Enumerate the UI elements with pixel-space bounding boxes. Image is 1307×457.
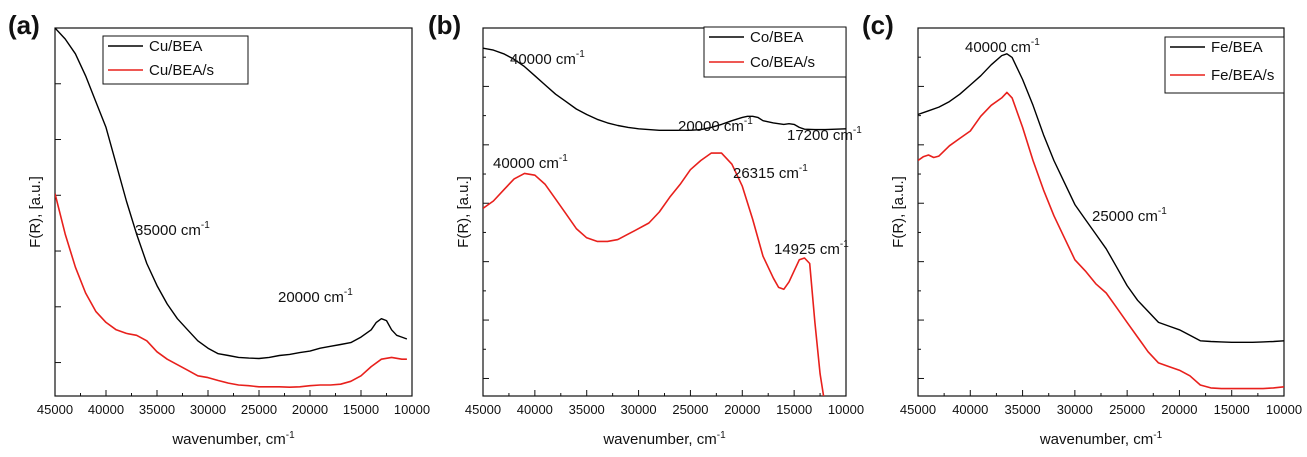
- annotation: 40000 cm-1: [965, 37, 1040, 56]
- legend-label: Cu/BEA: [149, 38, 202, 55]
- y-axis-title: F(R), [a.u.]: [455, 176, 472, 248]
- legend-label: Co/BEA: [750, 29, 803, 46]
- panel-c: 45000 40000 35000 30000 25000 20000 15000 10000…: [862, 10, 1302, 448]
- x-tick-label: 15000: [776, 402, 812, 417]
- legend: Cu/BEA Cu/BEA/s: [102, 35, 249, 85]
- legend-box: [703, 26, 847, 78]
- legend-label: Fe/BEA/s: [1211, 67, 1274, 84]
- legend: Co/BEA Co/BEA/s: [703, 26, 847, 78]
- series-line-fe-bea: [918, 53, 1284, 343]
- y-axis-title: F(R), [a.u.]: [27, 176, 44, 248]
- series-line-co-bea: [483, 47, 846, 131]
- annotation: 14925 cm-1: [774, 239, 849, 258]
- legend-label: Co/BEA/s: [750, 54, 815, 71]
- x-tick-label: 25000: [1109, 402, 1145, 417]
- x-tick-label: 30000: [190, 402, 226, 417]
- x-axis-title: wavenumber, cm-1: [171, 430, 295, 448]
- series-line-fe-bea-s: [918, 91, 1284, 390]
- x-tick-label: 40000: [517, 402, 553, 417]
- x-tick-label: 15000: [343, 402, 379, 417]
- annotation: 25000 cm-1: [1092, 206, 1167, 225]
- x-tick-label: 30000: [620, 402, 656, 417]
- x-tick-label: 30000: [1057, 402, 1093, 417]
- series-line-cu-bea-s: [55, 193, 407, 388]
- annotation: 17200 cm-1: [787, 125, 862, 144]
- x-tick-label: 45000: [900, 402, 936, 417]
- annotation: 20000 cm-1: [278, 287, 353, 306]
- annotation: 40000 cm-1: [493, 153, 568, 172]
- x-axis-title: wavenumber, cm-1: [1039, 430, 1163, 448]
- x-tick-label: 45000: [465, 402, 501, 417]
- x-tick-label: 10000: [828, 402, 864, 417]
- x-tick-label: 20000: [292, 402, 328, 417]
- legend: Fe/BEA Fe/BEA/s: [1164, 36, 1285, 94]
- panel-a: 45000 40000 35000 30000 25000 20000 15000 10000…: [8, 10, 430, 448]
- legend-label: Cu/BEA/s: [149, 62, 214, 79]
- panel-b: 45000 40000 35000 30000 25000 20000 15000 10000…: [428, 10, 864, 448]
- x-axis-title: wavenumber, cm-1: [602, 430, 726, 448]
- legend-box: [102, 35, 249, 85]
- annotation: 26315 cm-1: [733, 163, 808, 182]
- x-tick-label: 40000: [88, 402, 124, 417]
- panel-letter: (c): [862, 10, 894, 40]
- series-group: [483, 47, 846, 396]
- x-tick-label: 35000: [1004, 402, 1040, 417]
- x-tick-label: 20000: [1161, 402, 1197, 417]
- x-tick-label: 15000: [1214, 402, 1250, 417]
- annotation: 40000 cm-1: [510, 49, 585, 68]
- series-group: [918, 53, 1284, 390]
- panel-letter: (b): [428, 10, 461, 40]
- x-tick-label: 25000: [241, 402, 277, 417]
- x-tick-label: 35000: [139, 402, 175, 417]
- y-axis-title: F(R), [a.u.]: [890, 176, 907, 248]
- x-tick-label: 10000: [1266, 402, 1302, 417]
- x-tick-label: 10000: [394, 402, 430, 417]
- x-tick-label: 35000: [569, 402, 605, 417]
- series-line-cu-bea: [55, 28, 408, 360]
- annotation: 20000 cm-1: [678, 116, 753, 135]
- series-group: [55, 28, 408, 388]
- x-tick-label: 40000: [952, 402, 988, 417]
- plot-frame: [482, 27, 847, 397]
- panel-letter: (a): [8, 10, 40, 40]
- x-tick-label: 45000: [37, 402, 73, 417]
- x-tick-label: 25000: [672, 402, 708, 417]
- annotation: 35000 cm-1: [135, 220, 210, 239]
- series-line-co-bea-s: [483, 152, 825, 396]
- legend-label: Fe/BEA: [1211, 39, 1263, 56]
- x-tick-label: 20000: [724, 402, 760, 417]
